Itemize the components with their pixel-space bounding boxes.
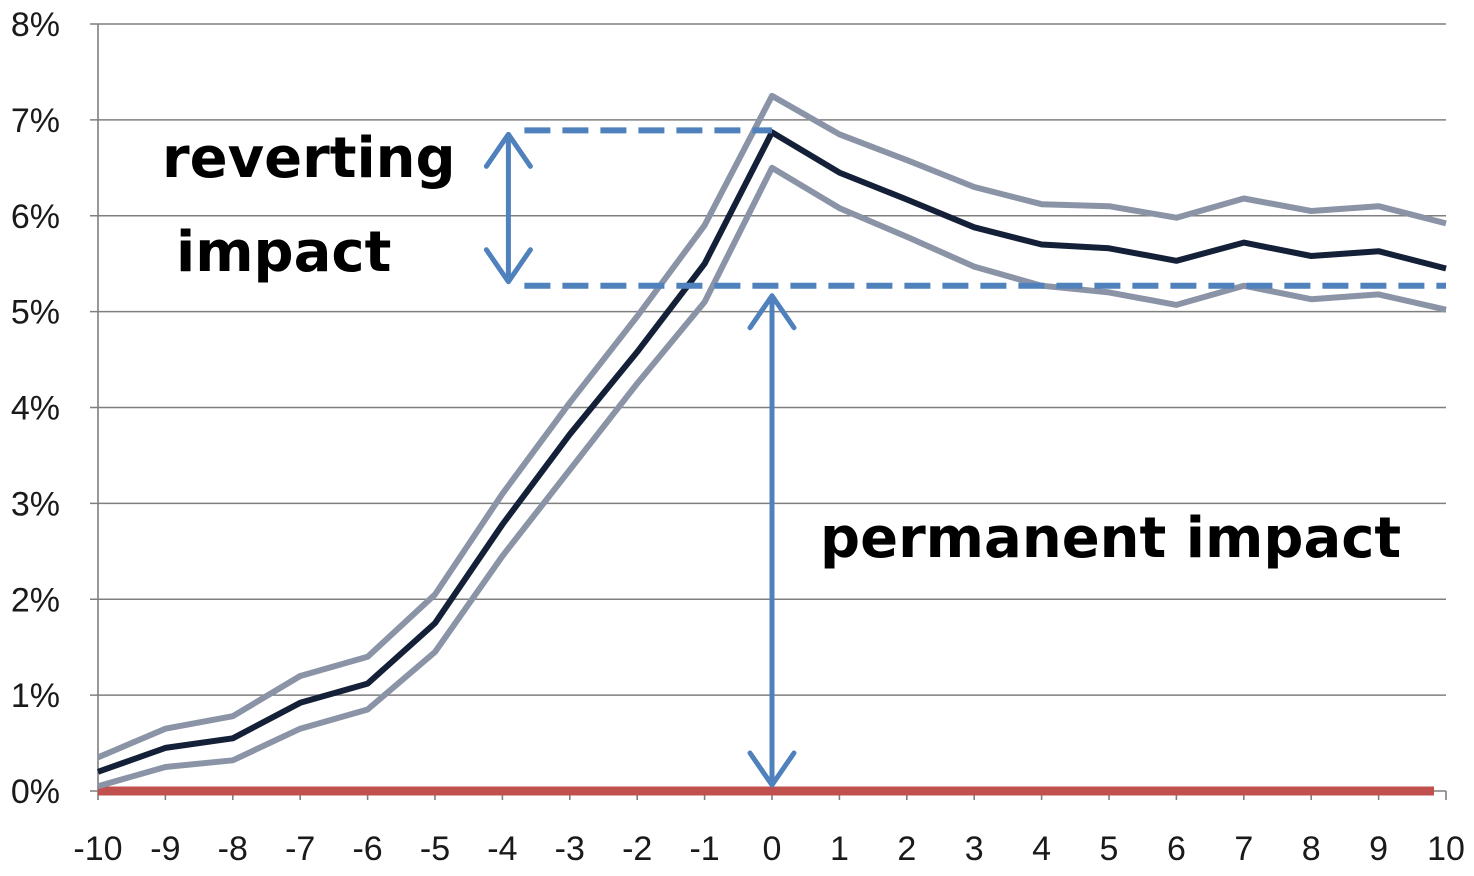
y-axis-ticks: 0% 1% 2% 3% 4% 5% 6% 7% 8% [11, 6, 60, 811]
y-tick-label: 2% [11, 581, 60, 619]
x-tick-label: 8 [1302, 830, 1321, 868]
reverting-impact-arrow-head-down [483, 247, 533, 285]
x-tick-label: -9 [150, 830, 180, 868]
y-tick-label: 1% [11, 677, 60, 715]
x-tick-label: -5 [420, 830, 450, 868]
x-tick-label: -4 [487, 830, 517, 868]
y-tick-label: 7% [11, 102, 60, 140]
permanent-impact-label: permanent impact [820, 506, 1401, 571]
annotation-layer [483, 127, 1446, 788]
x-tick-label: -3 [555, 830, 585, 868]
reverting-impact-arrow-head-up [483, 131, 533, 169]
x-tick-label: 7 [1234, 830, 1253, 868]
y-tick-label: 4% [11, 390, 60, 428]
x-tick-label: 1 [830, 830, 849, 868]
y-tick-label: 6% [11, 198, 60, 236]
x-tick-label: 10 [1427, 830, 1465, 868]
reverting-impact-label-line1: reverting [162, 126, 456, 191]
reverting-impact-label-line2: impact [176, 220, 391, 285]
x-tick-label: 3 [965, 830, 984, 868]
grid-lines [90, 23, 1446, 696]
x-tick-label: -7 [285, 830, 315, 868]
x-tick-label: 9 [1369, 830, 1388, 868]
x-tick-label: 4 [1032, 830, 1051, 868]
x-tick-label: -2 [622, 830, 652, 868]
permanent-impact-arrow-head-up [747, 293, 797, 331]
x-tick-label: -1 [689, 830, 719, 868]
permanent-impact-arrow-head-down [747, 750, 797, 788]
x-axis-ticks: -10 -9 -8 -7 -6 -5 -4 -3 -2 -1 0 1 2 3 4 5 6 7 8 9 10 [73, 830, 1464, 868]
x-tick-label: -6 [352, 830, 382, 868]
x-tick-label: 2 [897, 830, 916, 868]
x-tick-label: 0 [763, 830, 782, 868]
x-tick-label: 5 [1100, 830, 1119, 868]
x-tick-label: 6 [1167, 830, 1186, 868]
y-tick-label: 8% [11, 6, 60, 44]
y-tick-label: 0% [11, 773, 60, 811]
y-tick-label: 3% [11, 485, 60, 523]
series-line-3 [97, 164, 1447, 790]
x-tick-label: -8 [218, 830, 248, 868]
x-tick-label: -10 [73, 830, 122, 868]
y-tick-label: 5% [11, 294, 60, 332]
series-line-1 [96, 92, 1447, 761]
